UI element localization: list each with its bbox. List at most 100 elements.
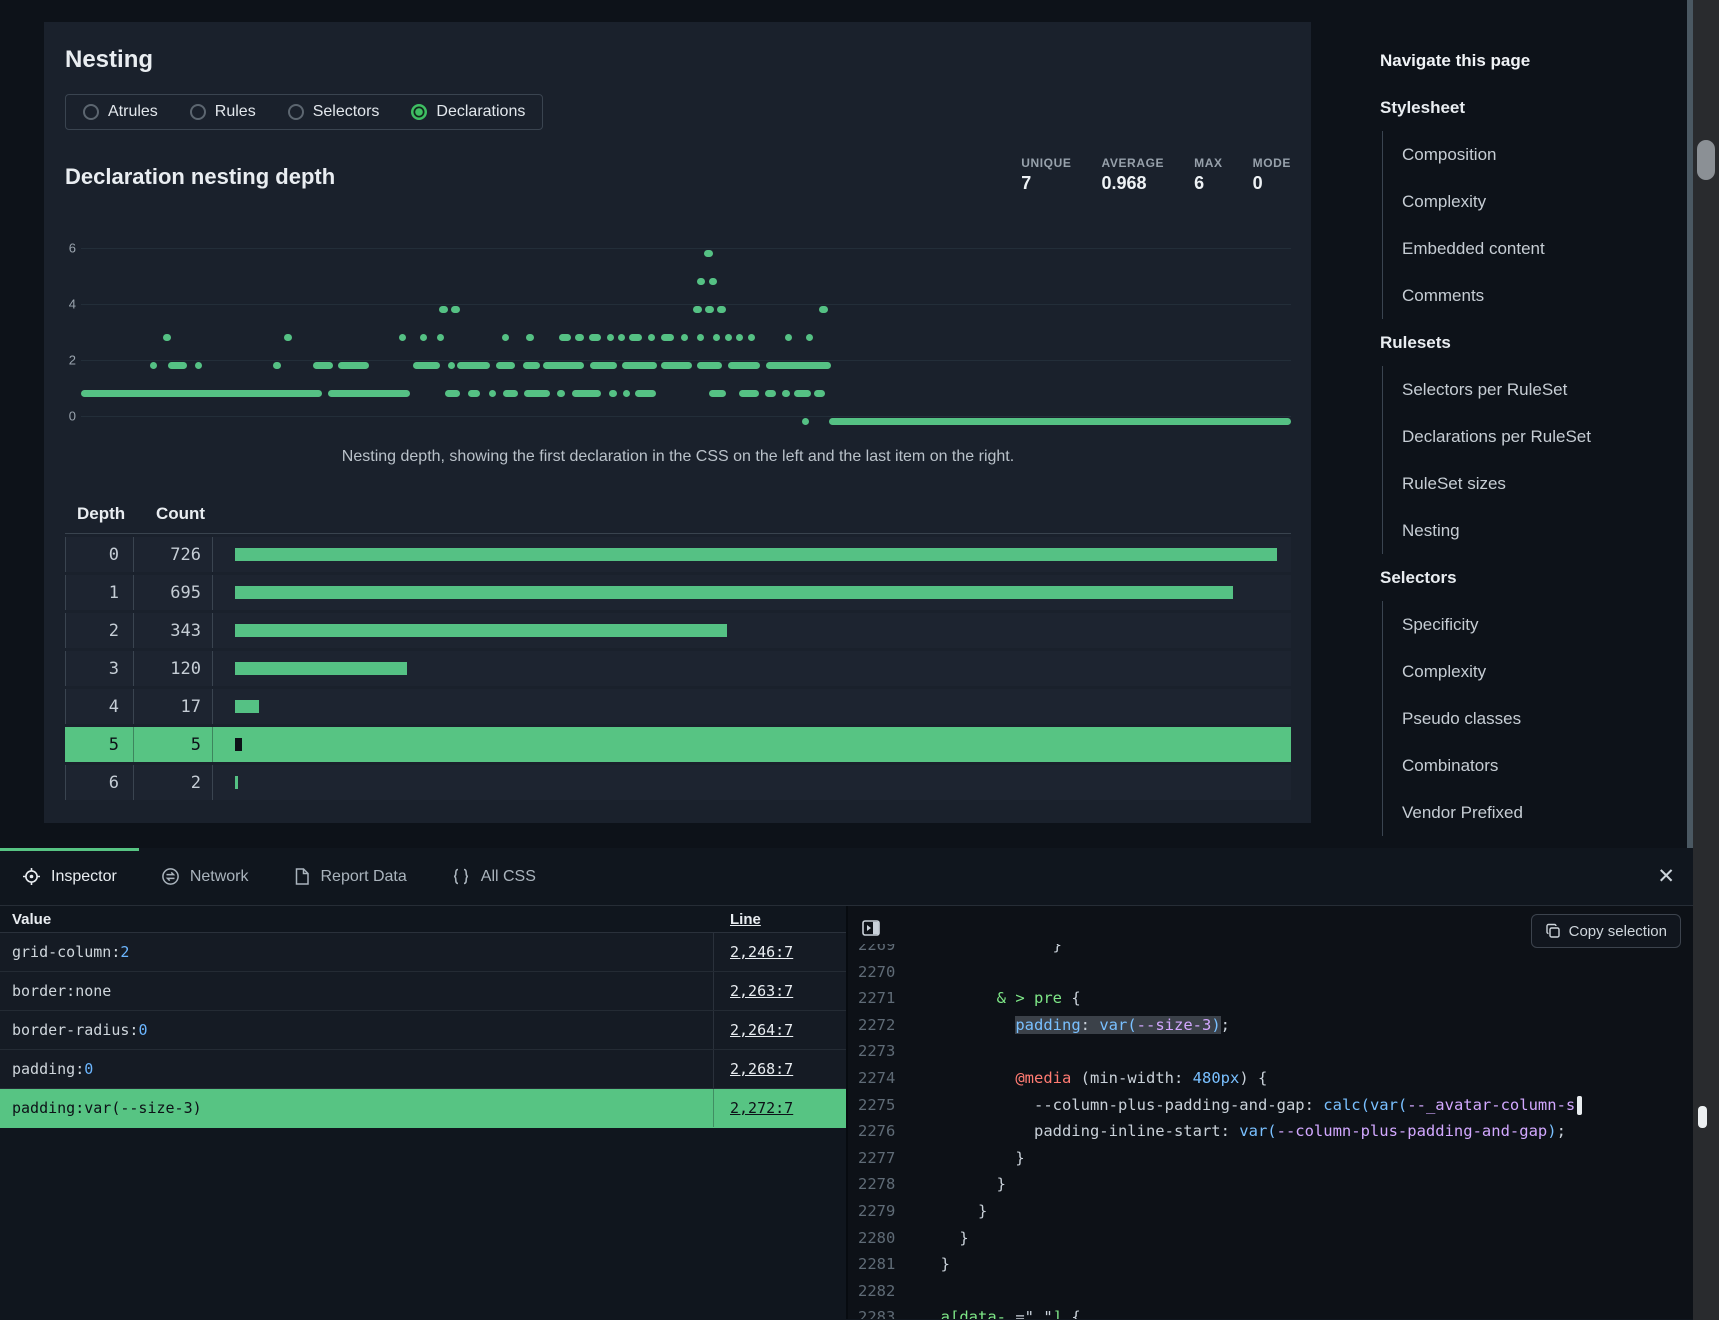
line-column-header[interactable]: Line <box>730 910 761 928</box>
code-line: 2280 } <box>848 1225 1693 1252</box>
text-cursor <box>1577 1095 1583 1115</box>
nav-title: Navigate this page <box>1380 50 1531 70</box>
scatter-dot-segment <box>708 390 726 397</box>
depth-table-row[interactable]: 1 695 <box>65 575 1291 610</box>
scatter-dots <box>81 236 1291 432</box>
scatter-dot-segment <box>681 334 689 341</box>
count-bar-cell <box>213 613 1291 648</box>
line-link[interactable]: 2,263:7 <box>730 982 794 1000</box>
sidebar-item-combinators[interactable]: Combinators <box>1402 755 1499 775</box>
code-text: } <box>922 1251 950 1278</box>
count-bar <box>235 662 408 675</box>
code-token: … <box>1034 1308 1044 1319</box>
code-scrollbar-thumb[interactable] <box>1698 1106 1707 1128</box>
code-token: var( <box>1239 1122 1277 1141</box>
line-link[interactable]: 2,264:7 <box>730 1021 794 1039</box>
stat-label: AVERAGE <box>1101 156 1165 170</box>
value-column-header: Value <box>12 910 52 928</box>
inspector-panel: Inspector Network Report Data All CSS ✕ Valu… <box>0 848 1693 1320</box>
tab-all-css[interactable]: All CSS <box>429 848 558 905</box>
close-panel-icon[interactable]: ✕ <box>1647 860 1685 893</box>
sidebar-item-declarations-per-ruleset[interactable]: Declarations per RuleSet <box>1402 426 1591 446</box>
code-text: } <box>922 1171 1006 1198</box>
sidebar-item-nesting[interactable]: Nesting <box>1402 520 1460 540</box>
target-icon <box>22 867 41 886</box>
scatter-dot-segment <box>503 390 518 397</box>
depth-table-row[interactable]: 0 726 <box>65 537 1291 572</box>
scatter-dot-segment <box>589 334 602 341</box>
nesting-panel: Nesting Atrules Rules Selectors Declaration… <box>44 22 1311 823</box>
radio-option-rules[interactable]: Rules <box>189 103 256 121</box>
radio-option-declarations[interactable]: Declarations <box>411 103 525 121</box>
code-scroll-area[interactable]: 2269 } 2270 2271 & > pre {2272 padding: va… <box>848 944 1693 1319</box>
sidebar-item-specificity[interactable]: Specificity <box>1402 614 1479 634</box>
code-token <box>922 1016 1015 1034</box>
stat-unique: UNIQUE 7 <box>1021 156 1071 194</box>
line-cell: 2,268:7 <box>714 1050 846 1088</box>
stat-label: UNIQUE <box>1021 156 1072 170</box>
declaration-value-cell: border: none <box>0 972 714 1010</box>
scatter-dot-segment <box>623 390 631 397</box>
code-token: ; <box>1556 1122 1566 1141</box>
radio-label: Atrules <box>108 103 158 120</box>
radio-option-selectors[interactable]: Selectors <box>287 103 380 121</box>
scatter-dot-segment <box>712 334 720 341</box>
sidebar-item-selectors-per-ruleset[interactable]: Selectors per RuleSet <box>1402 379 1568 399</box>
line-link[interactable]: 2,272:7 <box>730 1099 794 1117</box>
sidebar-item-pseudo-classes[interactable]: Pseudo classes <box>1402 708 1522 728</box>
depth-table-row[interactable]: 2 343 <box>65 613 1291 648</box>
declaration-row[interactable]: grid-column: 2 2,246:7 <box>0 933 846 972</box>
depth-table-row[interactable]: 3 120 <box>65 651 1291 686</box>
line-number: 2280 <box>858 1228 896 1247</box>
nav-section-rulesets: Rulesets <box>1380 332 1451 352</box>
code-token: } <box>922 1228 969 1247</box>
line-number: 2279 <box>858 1201 896 1220</box>
sidebar-item-embedded-content[interactable]: Embedded content <box>1402 238 1545 258</box>
sidebar-item-complexity[interactable]: Complexity <box>1402 661 1487 681</box>
code-line: 2273 <box>848 1038 1693 1065</box>
sidebar-item-vendor-prefixed[interactable]: Vendor Prefixed <box>1402 802 1523 822</box>
nesting-depth-scatter-chart: 6 4 2 0 <box>65 236 1291 432</box>
declaration-row[interactable]: border-radius: 0 2,264:7 <box>0 1011 846 1050</box>
page-scrollbar-track[interactable] <box>1693 0 1719 1320</box>
stat-value: 0.968 <box>1101 173 1147 193</box>
sidebar-item-complexity[interactable]: Complexity <box>1402 191 1487 211</box>
depth-cell: 3 <box>66 651 134 686</box>
code-text: } <box>922 1145 1024 1172</box>
sidebar-item-ruleset-sizes[interactable]: RuleSet sizes <box>1402 473 1506 493</box>
radio-label: Selectors <box>312 103 380 120</box>
code-token: { <box>1062 1308 1081 1319</box>
scatter-dot-segment <box>419 334 428 341</box>
declaration-row[interactable]: padding: 0 2,268:7 <box>0 1050 846 1089</box>
line-number: 2269 <box>858 944 896 954</box>
sidebar-item-composition[interactable]: Composition <box>1402 144 1497 164</box>
declaration-row[interactable]: border: none 2,263:7 <box>0 972 846 1011</box>
scatter-dot-segment <box>819 306 828 313</box>
tab-report-data[interactable]: Report Data <box>271 848 429 905</box>
declaration-row[interactable]: padding: var(--size-3) 2,272:7 <box>0 1089 846 1128</box>
page-scrollbar-thumb[interactable] <box>1697 140 1715 180</box>
sidebar-item-comments[interactable]: Comments <box>1402 285 1485 305</box>
count-cell: 695 <box>134 575 213 610</box>
y-tick-label: 6 <box>68 240 76 256</box>
scatter-dot-segment <box>590 362 618 369</box>
code-line: 2283 a[data-…="…"] { <box>848 1304 1693 1319</box>
tab-inspector[interactable]: Inspector <box>0 848 139 905</box>
code-token: } <box>922 1201 988 1220</box>
property-value: none <box>75 982 112 1000</box>
scatter-dot-segment <box>496 362 516 369</box>
copy-selection-button[interactable]: Copy selection <box>1530 914 1681 948</box>
radio-option-atrules[interactable]: Atrules <box>83 103 158 121</box>
line-link[interactable]: 2,268:7 <box>730 1060 794 1078</box>
code-line: 2275 --column-plus-padding-and-gap: calc… <box>848 1092 1693 1119</box>
scatter-dot-segment <box>337 362 369 369</box>
line-link[interactable]: 2,246:7 <box>730 943 794 961</box>
line-number: 2270 <box>858 962 896 981</box>
count-bar-cell <box>213 727 1291 762</box>
tab-network[interactable]: Network <box>139 848 271 905</box>
count-cell: 2 <box>134 765 213 800</box>
depth-table-row[interactable]: 4 17 <box>65 689 1291 724</box>
toggle-panel-icon[interactable] <box>860 918 882 940</box>
